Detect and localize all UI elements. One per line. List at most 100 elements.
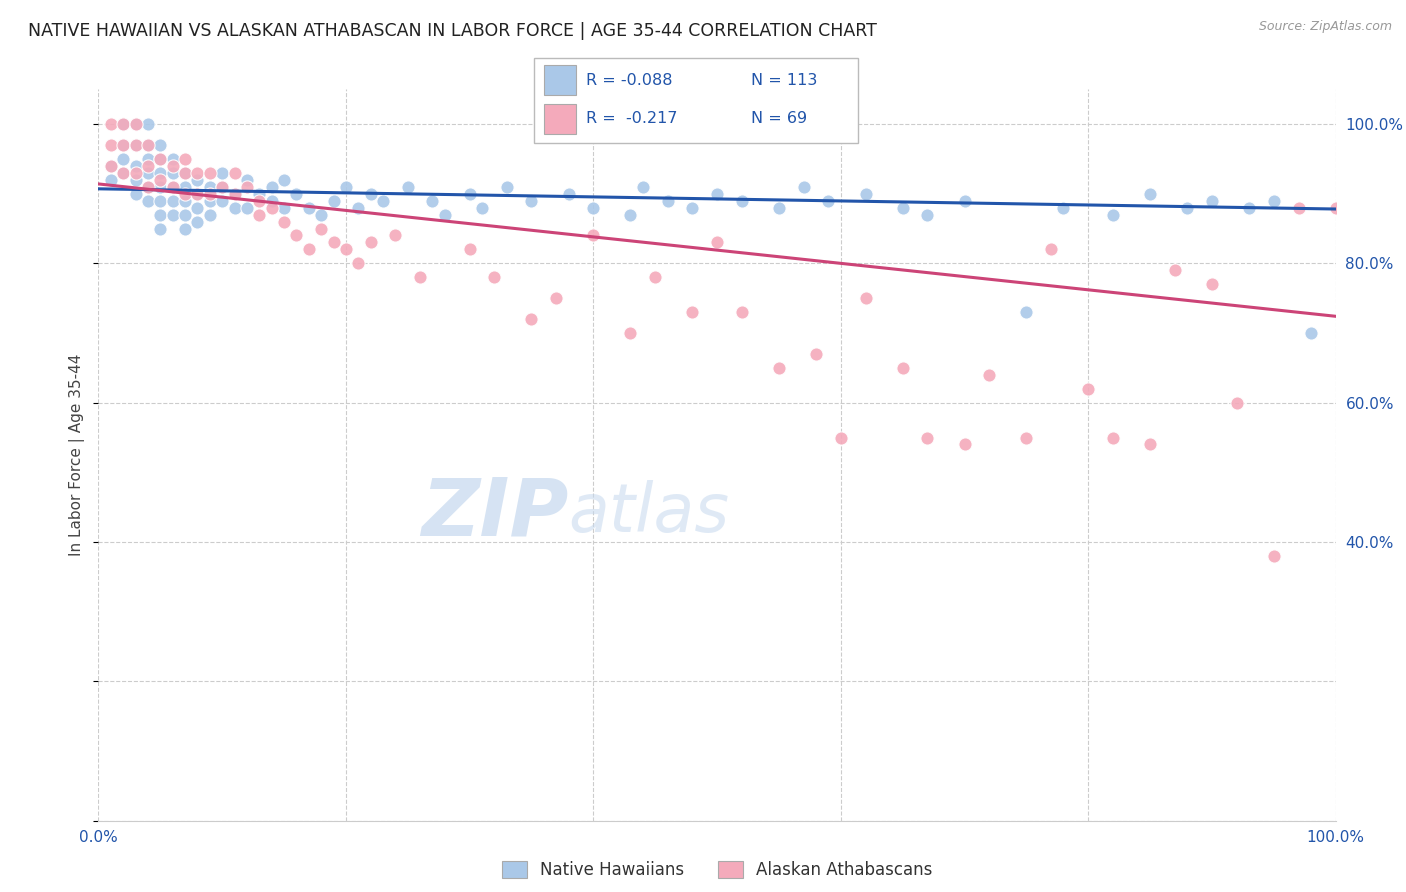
- Point: [136, 137, 159, 152]
- Point: [198, 179, 221, 194]
- Point: [247, 194, 270, 208]
- Point: [804, 347, 827, 361]
- Point: [247, 208, 270, 222]
- Point: [1102, 430, 1125, 444]
- Point: [236, 173, 259, 187]
- FancyBboxPatch shape: [534, 58, 858, 143]
- Point: [124, 137, 146, 152]
- Point: [731, 305, 754, 319]
- Text: N = 113: N = 113: [751, 72, 817, 87]
- Point: [495, 179, 517, 194]
- Point: [149, 173, 172, 187]
- Point: [186, 173, 208, 187]
- Text: atlas: atlas: [568, 481, 730, 547]
- Point: [186, 201, 208, 215]
- Point: [224, 201, 246, 215]
- Point: [917, 430, 939, 444]
- Y-axis label: In Labor Force | Age 35-44: In Labor Force | Age 35-44: [69, 354, 86, 556]
- Point: [768, 201, 790, 215]
- Point: [162, 152, 184, 166]
- Point: [136, 159, 159, 173]
- Point: [149, 194, 172, 208]
- Point: [1299, 326, 1322, 340]
- Point: [224, 186, 246, 201]
- Point: [706, 235, 728, 250]
- Point: [1263, 549, 1285, 563]
- Point: [582, 201, 605, 215]
- Point: [124, 166, 146, 180]
- Point: [162, 166, 184, 180]
- Point: [396, 179, 419, 194]
- Point: [174, 186, 197, 201]
- Point: [112, 137, 135, 152]
- Point: [100, 117, 122, 131]
- Point: [162, 208, 184, 222]
- Point: [1324, 201, 1347, 215]
- Point: [557, 186, 579, 201]
- Point: [830, 430, 852, 444]
- Point: [1263, 194, 1285, 208]
- Point: [335, 243, 357, 257]
- Point: [136, 152, 159, 166]
- Text: ZIP: ZIP: [422, 475, 568, 552]
- Point: [149, 152, 172, 166]
- Point: [273, 214, 295, 228]
- Point: [162, 159, 184, 173]
- Point: [384, 228, 406, 243]
- Point: [186, 186, 208, 201]
- Point: [211, 179, 233, 194]
- Point: [681, 305, 703, 319]
- Point: [371, 194, 394, 208]
- Point: [731, 194, 754, 208]
- Point: [793, 179, 815, 194]
- Point: [112, 117, 135, 131]
- Point: [285, 186, 308, 201]
- Point: [124, 117, 146, 131]
- Point: [224, 186, 246, 201]
- Legend: Native Hawaiians, Alaskan Athabascans: Native Hawaiians, Alaskan Athabascans: [495, 854, 939, 886]
- Point: [136, 137, 159, 152]
- Point: [236, 201, 259, 215]
- Point: [657, 194, 679, 208]
- Point: [149, 208, 172, 222]
- Point: [484, 270, 506, 285]
- Point: [224, 166, 246, 180]
- Point: [211, 194, 233, 208]
- Point: [136, 194, 159, 208]
- Point: [149, 152, 172, 166]
- Point: [979, 368, 1001, 382]
- Point: [136, 166, 159, 180]
- Point: [198, 208, 221, 222]
- Point: [198, 186, 221, 201]
- Point: [309, 208, 332, 222]
- Point: [1237, 201, 1260, 215]
- Point: [855, 186, 877, 201]
- Point: [619, 326, 641, 340]
- Point: [100, 173, 122, 187]
- Point: [112, 152, 135, 166]
- Point: [260, 201, 283, 215]
- Point: [211, 179, 233, 194]
- Text: Source: ZipAtlas.com: Source: ZipAtlas.com: [1258, 20, 1392, 33]
- Point: [198, 166, 221, 180]
- Point: [260, 179, 283, 194]
- Point: [298, 201, 321, 215]
- Point: [1102, 208, 1125, 222]
- Text: N = 69: N = 69: [751, 112, 807, 127]
- Point: [1040, 243, 1063, 257]
- Point: [360, 186, 382, 201]
- Point: [1077, 382, 1099, 396]
- Point: [136, 179, 159, 194]
- Point: [335, 179, 357, 194]
- Point: [112, 117, 135, 131]
- Point: [149, 179, 172, 194]
- Point: [211, 166, 233, 180]
- Point: [186, 186, 208, 201]
- Point: [247, 186, 270, 201]
- Point: [322, 194, 344, 208]
- Point: [124, 173, 146, 187]
- Text: R =  -0.217: R = -0.217: [586, 112, 678, 127]
- Point: [644, 270, 666, 285]
- Point: [309, 221, 332, 235]
- Point: [198, 194, 221, 208]
